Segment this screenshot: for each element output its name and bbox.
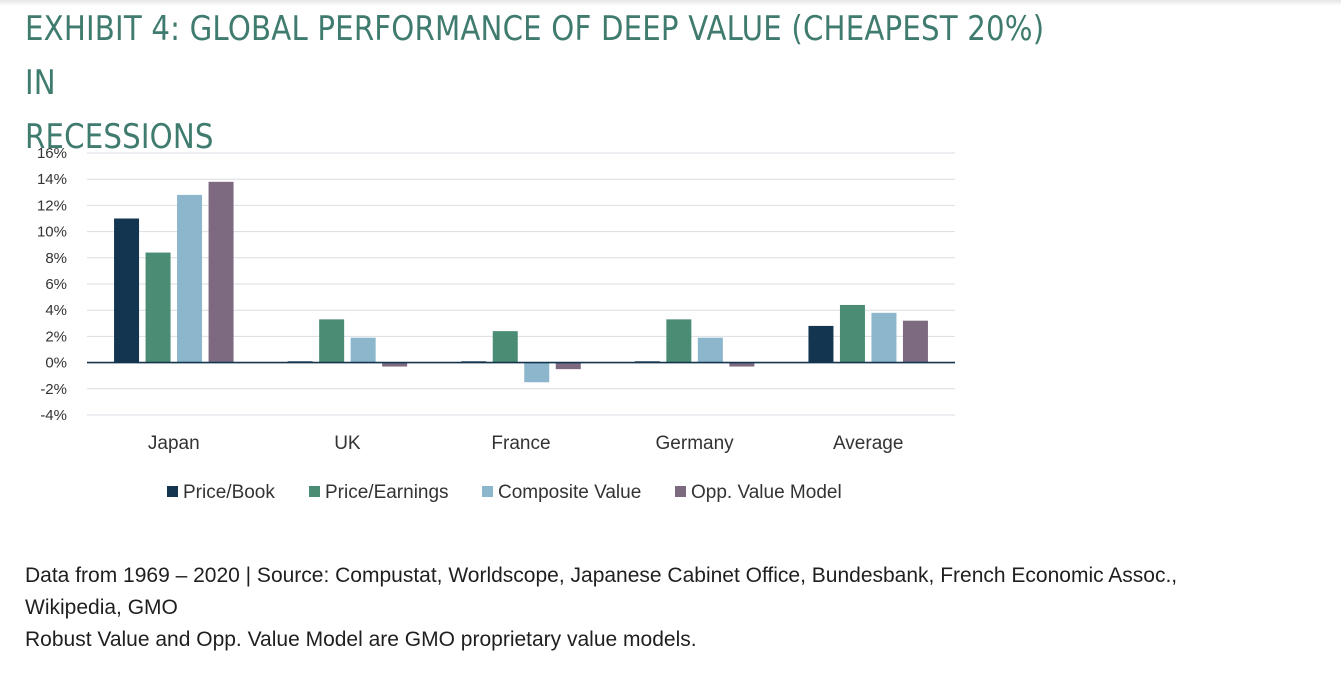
title-line-2: RECESSIONS <box>25 117 214 157</box>
bar <box>382 362 408 367</box>
x-category-label: UK <box>334 433 361 454</box>
legend-label: Price/Earnings <box>325 482 449 503</box>
source-note: Data from 1969 – 2020 | Source: Compusta… <box>25 560 1325 656</box>
x-category-label: Germany <box>656 433 735 454</box>
legend-swatch <box>309 486 320 497</box>
bar <box>524 362 550 383</box>
bar <box>208 181 234 363</box>
legend-swatch <box>482 486 493 497</box>
top-shadow <box>0 0 1341 6</box>
source-line-2: Wikipedia, GMO <box>25 596 178 619</box>
y-tick-label: 6% <box>45 276 67 293</box>
y-tick-label: 12% <box>37 197 67 214</box>
bar <box>350 337 376 363</box>
bar <box>839 304 865 363</box>
source-line-3: Robust Value and Opp. Value Model are GM… <box>25 628 697 651</box>
legend-label: Composite Value <box>498 482 641 503</box>
bar <box>697 337 723 363</box>
legend-swatch <box>167 486 178 497</box>
y-tick-label: 14% <box>37 171 67 188</box>
title-line-1: EXHIBIT 4: GLOBAL PERFORMANCE OF DEEP VA… <box>25 9 1045 103</box>
y-tick-label: 0% <box>45 355 67 372</box>
source-line-1: Data from 1969 – 2020 | Source: Compusta… <box>25 564 1178 587</box>
bar <box>666 319 692 363</box>
y-tick-label: 10% <box>37 224 67 241</box>
bar <box>319 319 345 363</box>
legend-label: Opp. Value Model <box>691 482 842 503</box>
x-category-label: Japan <box>148 433 200 454</box>
y-tick-label: 16% <box>37 145 67 162</box>
y-tick-label: 2% <box>45 328 67 345</box>
x-category-label: Average <box>833 433 903 454</box>
x-category-label: France <box>491 433 550 454</box>
y-tick-label: 8% <box>45 250 67 267</box>
y-tick-label: -2% <box>40 381 67 398</box>
bar <box>902 320 928 363</box>
bar <box>555 362 581 370</box>
y-tick-label: -4% <box>40 407 67 424</box>
bar <box>177 194 203 363</box>
bar <box>492 331 518 363</box>
bar <box>871 312 897 363</box>
legend-label: Price/Book <box>183 482 275 503</box>
exhibit-title: EXHIBIT 4: GLOBAL PERFORMANCE OF DEEP VA… <box>25 2 1057 164</box>
y-tick-label: 4% <box>45 302 67 319</box>
bar <box>114 218 140 363</box>
bar <box>145 252 171 363</box>
bar <box>729 362 755 367</box>
bar-chart: 16% 14% 12% 10% 8% 6% 4% 2% 0% -2% -4% Japan UK Franc… <box>37 145 955 503</box>
bar <box>808 325 834 363</box>
legend-swatch <box>675 486 686 497</box>
